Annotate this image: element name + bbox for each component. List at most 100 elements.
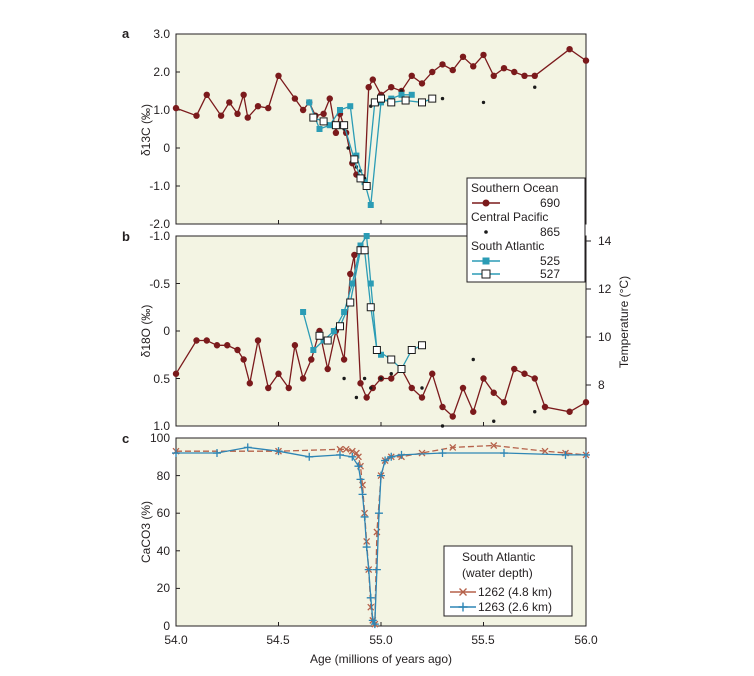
series-527-point	[350, 155, 359, 164]
legend-c-header-2: (water depth)	[462, 566, 533, 580]
legend-1262-label: 1262 (4.8 km)	[478, 585, 552, 599]
series-690-point	[291, 342, 299, 349]
series-690-point	[470, 408, 477, 415]
series-527-point	[387, 355, 396, 364]
series-527-point	[366, 303, 375, 312]
series-690-point	[246, 380, 253, 387]
series-527-point	[418, 98, 426, 107]
series-690-point	[240, 356, 247, 363]
series-690-point	[459, 384, 467, 392]
series-690-point	[582, 57, 590, 64]
series-690-point	[265, 104, 272, 112]
series-865-point	[471, 357, 475, 362]
series-865-point	[533, 410, 537, 414]
panel-a-ytick: 1.0	[153, 103, 170, 117]
series-1263-point	[336, 450, 344, 459]
x-tick: 54.0	[164, 633, 188, 647]
legend-c-header-1: South Atlantic	[462, 550, 535, 564]
series-865-point	[533, 85, 537, 89]
series-865-point	[440, 96, 445, 101]
series-690-point	[332, 129, 340, 136]
legend-ab-box	[466, 177, 586, 283]
series-690-point	[299, 106, 307, 114]
series-525-point	[320, 337, 327, 344]
series-1263-point	[374, 509, 383, 518]
series-865-point	[440, 424, 445, 428]
series-690-point	[490, 72, 497, 80]
series-865-point	[492, 419, 496, 423]
legend-1262-marker	[459, 588, 467, 596]
panel-c-ylabel: CaCO3 (%)	[139, 501, 153, 563]
series-527-point	[336, 322, 344, 331]
series-690-point	[193, 112, 200, 119]
series-1263-point	[354, 462, 363, 471]
series-1262-point	[490, 442, 498, 449]
series-527-point	[309, 113, 318, 122]
series-690-point	[408, 384, 415, 392]
panel-b-y2tick: 12	[598, 282, 612, 296]
series-1263-point	[172, 449, 180, 458]
series-527-point	[377, 94, 385, 103]
series-690-point	[275, 72, 282, 80]
series-1263-point	[500, 449, 508, 458]
legend-525-label: 525	[540, 254, 560, 268]
series-527-point	[331, 121, 340, 130]
series-525-point	[341, 309, 348, 315]
series-690-point	[439, 403, 446, 411]
series-865-point	[420, 386, 424, 390]
series-865-point	[369, 386, 373, 390]
series-527-point	[360, 246, 369, 255]
series-525-point	[306, 99, 313, 106]
series-865-point	[342, 376, 346, 381]
series-690-point	[470, 63, 477, 70]
series-690-point	[234, 110, 241, 118]
series-690-point	[213, 342, 221, 349]
panel-c-yticks: 100 80 60 40 20 0	[150, 431, 170, 633]
series-1263-point	[364, 565, 373, 574]
series-690-point	[490, 389, 497, 396]
series-690-point	[429, 370, 436, 377]
x-tick: 56.0	[574, 633, 598, 647]
panel-a-ytick: -2.0	[149, 217, 170, 231]
series-690-point	[582, 399, 590, 406]
panel-b-label: b	[122, 229, 130, 244]
series-690-point	[285, 384, 292, 392]
series-527-point	[407, 346, 416, 354]
series-527-point	[323, 336, 332, 345]
series-690-point	[203, 91, 210, 99]
panel-b-ytick: 0.5	[153, 372, 170, 386]
series-1263-point	[377, 471, 385, 480]
panel-a-ytick: 2.0	[153, 65, 170, 79]
series-690-point	[254, 337, 262, 344]
series-690-point	[369, 76, 376, 83]
series-690-point	[418, 80, 426, 87]
series-1263-point	[372, 565, 381, 574]
series-690-point	[480, 51, 487, 59]
series-690-point	[347, 270, 354, 278]
series-690-point	[439, 61, 446, 68]
series-690-point	[308, 356, 315, 363]
series-690-point	[275, 370, 282, 377]
series-1263-point	[370, 620, 379, 629]
series-865-point	[379, 376, 383, 381]
panel-a-ytick: -1.0	[149, 179, 170, 193]
series-1262-point	[342, 445, 350, 453]
series-1263-point	[387, 452, 396, 461]
legend-1263-label: 1263 (2.6 km)	[478, 600, 552, 614]
legend-header-south-atlantic: South Atlantic	[471, 239, 544, 253]
series-690-point	[363, 394, 370, 401]
legend-header-southern-ocean: Southern Ocean	[471, 181, 558, 195]
panel-b-ytick: -1.0	[149, 229, 170, 243]
series-1263-point	[348, 452, 357, 461]
series-690-point	[388, 375, 395, 382]
series-1262-point	[541, 447, 549, 455]
series-690-point	[531, 375, 538, 382]
series-1263-point	[360, 512, 369, 521]
series-1262-point	[354, 453, 362, 461]
series-527-point	[315, 331, 324, 340]
panel-a-ytick: 3.0	[153, 27, 170, 41]
series-690-point	[566, 46, 573, 53]
series-1263-point	[305, 452, 314, 461]
x-tick: 54.5	[266, 633, 290, 647]
